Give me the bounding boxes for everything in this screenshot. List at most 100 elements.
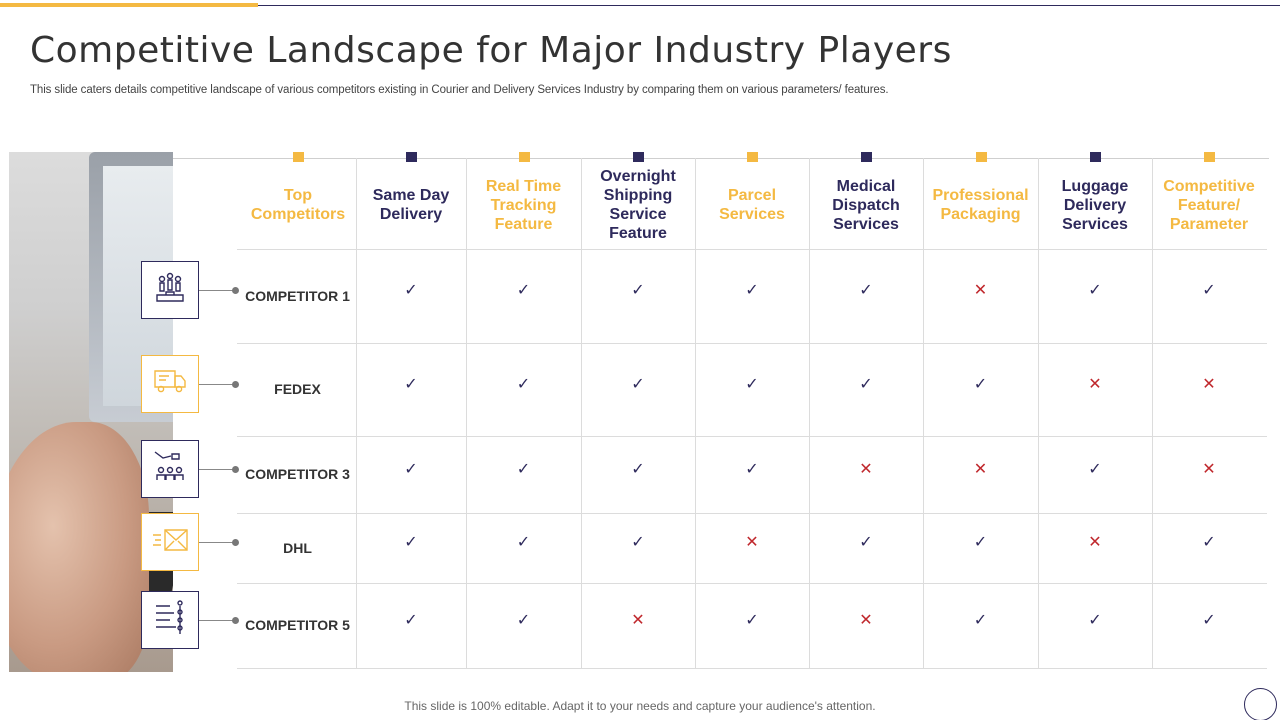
check-icon: ✓ bbox=[1202, 534, 1216, 551]
hand-shape bbox=[9, 422, 149, 672]
table-column-divider bbox=[923, 158, 924, 668]
table-column-divider bbox=[1152, 158, 1153, 668]
check-icon: ✓ bbox=[404, 282, 418, 299]
check-icon: ✓ bbox=[631, 282, 645, 299]
column-marker bbox=[633, 152, 644, 162]
table-top-border bbox=[173, 158, 1269, 159]
row-connector-line bbox=[199, 383, 236, 385]
hand-money-people-icon bbox=[152, 448, 188, 489]
column-marker bbox=[747, 152, 758, 162]
row-connector-line bbox=[199, 290, 236, 291]
podium-people-icon bbox=[153, 271, 187, 310]
column-header: Real Time Tracking Feature bbox=[485, 177, 562, 233]
check-icon: ✓ bbox=[404, 460, 418, 478]
check-icon: ✓ bbox=[1088, 611, 1102, 629]
envelope-speed-icon bbox=[151, 526, 189, 559]
row-competitor-label: DHL bbox=[283, 539, 312, 556]
column-marker bbox=[1090, 152, 1101, 162]
check-icon: ✓ bbox=[631, 534, 645, 551]
row-competitor-label: COMPETITOR 5 bbox=[245, 617, 350, 633]
row-connector-dot bbox=[232, 287, 239, 294]
check-icon: ✓ bbox=[404, 534, 418, 551]
check-icon: ✓ bbox=[1202, 282, 1216, 299]
check-icon: ✓ bbox=[973, 611, 988, 629]
row-icon-box bbox=[141, 261, 199, 319]
row-connector-line bbox=[199, 468, 236, 470]
check-icon: ✓ bbox=[516, 375, 531, 393]
column-header: Top Competitors bbox=[250, 187, 346, 223]
table-column-divider bbox=[809, 158, 810, 668]
column-header: Parcel Services bbox=[719, 187, 785, 223]
column-header: Same Day Delivery bbox=[372, 187, 450, 223]
page-number-circle bbox=[1244, 688, 1277, 720]
check-icon: ✓ bbox=[404, 375, 418, 393]
row-connector-line bbox=[199, 542, 236, 543]
column-marker bbox=[293, 152, 304, 162]
table-column-divider bbox=[356, 158, 357, 668]
cross-icon: ✕ bbox=[859, 611, 873, 629]
hierarchy-list-icon bbox=[153, 598, 187, 641]
table-row-divider bbox=[237, 583, 1267, 584]
column-marker bbox=[861, 152, 872, 162]
check-icon: ✓ bbox=[1088, 282, 1102, 299]
column-marker bbox=[406, 152, 417, 162]
table-row-divider bbox=[237, 668, 1267, 669]
check-icon: ✓ bbox=[973, 534, 988, 551]
check-icon: ✓ bbox=[745, 282, 759, 299]
row-icon-box bbox=[141, 439, 199, 498]
cross-icon: ✕ bbox=[973, 460, 988, 478]
table-column-divider bbox=[1038, 158, 1039, 668]
check-icon: ✓ bbox=[973, 375, 988, 393]
column-header: Overnight Shipping Service Feature bbox=[600, 168, 676, 242]
check-icon: ✓ bbox=[745, 375, 759, 393]
table-row-divider bbox=[237, 343, 1267, 344]
column-header: Medical Dispatch Services bbox=[832, 177, 900, 233]
row-connector-dot bbox=[232, 539, 239, 546]
table-column-divider bbox=[581, 158, 582, 668]
row-icon-box bbox=[141, 513, 199, 571]
slide-subtitle: This slide caters details competitive la… bbox=[30, 84, 889, 96]
top-accent-bar bbox=[0, 3, 258, 7]
table-row-divider bbox=[237, 436, 1267, 437]
cross-icon: ✕ bbox=[631, 611, 645, 629]
check-icon: ✓ bbox=[745, 611, 759, 629]
check-icon: ✓ bbox=[1202, 611, 1216, 629]
cross-icon: ✕ bbox=[745, 534, 759, 551]
check-icon: ✓ bbox=[745, 460, 759, 478]
row-icon-box bbox=[141, 590, 199, 649]
check-icon: ✓ bbox=[1088, 460, 1102, 478]
table-row-divider bbox=[237, 513, 1267, 514]
cross-icon: ✕ bbox=[1202, 375, 1216, 393]
row-competitor-label: FEDEX bbox=[274, 381, 321, 397]
table-column-divider bbox=[695, 158, 696, 668]
check-icon: ✓ bbox=[516, 611, 531, 629]
row-connector-dot bbox=[232, 616, 239, 624]
check-icon: ✓ bbox=[404, 611, 418, 629]
row-connector-dot bbox=[232, 380, 239, 388]
cross-icon: ✕ bbox=[1202, 460, 1216, 478]
cross-icon: ✕ bbox=[973, 282, 988, 299]
column-marker bbox=[975, 152, 987, 162]
slide-title: Competitive Landscape for Major Industry… bbox=[30, 30, 952, 71]
cross-icon: ✕ bbox=[859, 460, 873, 478]
row-icon-box bbox=[141, 354, 199, 413]
cross-icon: ✕ bbox=[1088, 375, 1102, 393]
check-icon: ✓ bbox=[859, 282, 873, 299]
check-icon: ✓ bbox=[859, 534, 873, 551]
top-divider-line bbox=[258, 5, 1280, 6]
slide-footer: This slide is 100% editable. Adapt it to… bbox=[404, 699, 876, 713]
column-marker bbox=[518, 152, 530, 162]
check-icon: ✓ bbox=[516, 460, 531, 478]
table-row-divider bbox=[237, 249, 1267, 250]
table-column-divider bbox=[466, 158, 467, 668]
check-icon: ✓ bbox=[631, 460, 645, 478]
column-header: Luggage Delivery Services bbox=[1061, 177, 1129, 233]
row-competitor-label: COMPETITOR 3 bbox=[245, 466, 350, 482]
cross-icon: ✕ bbox=[1088, 534, 1102, 551]
row-competitor-label: COMPETITOR 1 bbox=[245, 287, 350, 304]
check-icon: ✓ bbox=[631, 375, 645, 393]
row-connector-line bbox=[199, 619, 236, 621]
check-icon: ✓ bbox=[859, 375, 873, 393]
column-header: Competitive Feature/ Parameter bbox=[1163, 177, 1255, 233]
check-icon: ✓ bbox=[516, 282, 531, 299]
